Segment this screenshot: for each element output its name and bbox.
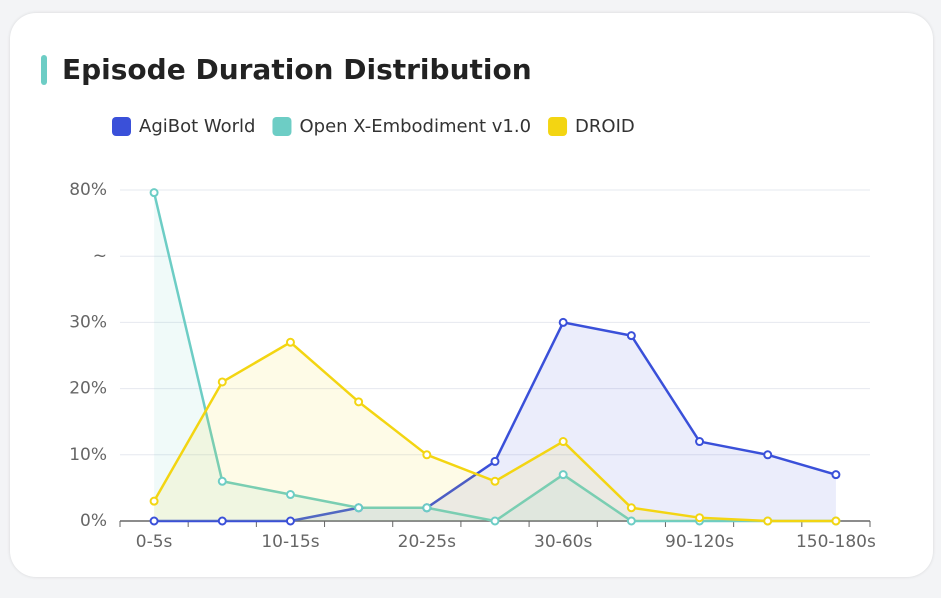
area xyxy=(154,192,836,521)
title-accent xyxy=(41,55,47,85)
point[interactable] xyxy=(354,503,364,513)
legend-swatch[interactable] xyxy=(112,117,131,136)
point[interactable] xyxy=(695,513,705,523)
point[interactable] xyxy=(217,516,227,526)
point[interactable] xyxy=(763,450,773,460)
point[interactable] xyxy=(558,470,568,480)
x-tick-label: 20-25s xyxy=(398,532,456,552)
point[interactable] xyxy=(217,377,227,387)
point[interactable] xyxy=(217,476,227,486)
legend-swatch[interactable] xyxy=(272,117,292,136)
point[interactable] xyxy=(285,516,295,526)
point[interactable] xyxy=(763,516,773,526)
x-tick-label: 90-120s xyxy=(665,532,734,552)
point[interactable] xyxy=(490,456,500,466)
point[interactable] xyxy=(831,470,841,480)
point[interactable] xyxy=(490,516,500,526)
point[interactable] xyxy=(422,503,432,513)
y-tick-label: 30% xyxy=(69,312,107,332)
area xyxy=(154,322,836,521)
y-tick-label: 0% xyxy=(80,511,107,531)
chart-title: Episode Duration Distribution xyxy=(62,53,532,86)
point[interactable] xyxy=(354,397,364,407)
point[interactable] xyxy=(626,331,636,341)
y-tick-label: 20% xyxy=(69,379,107,399)
point[interactable] xyxy=(626,516,636,526)
legend-swatch[interactable] xyxy=(548,117,568,136)
point[interactable] xyxy=(422,450,432,460)
point[interactable] xyxy=(831,516,841,526)
point[interactable] xyxy=(149,188,159,198)
point[interactable] xyxy=(149,496,159,506)
x-tick-label: 30-60s xyxy=(534,532,592,552)
point[interactable] xyxy=(626,503,636,513)
x-tick-label: 10-15s xyxy=(261,532,319,552)
point[interactable] xyxy=(695,437,705,447)
x-tick-label: 150-180s xyxy=(796,532,876,552)
point[interactable] xyxy=(558,317,568,327)
y-tick-label: 10% xyxy=(69,445,107,465)
y-tick-label: ~ xyxy=(93,246,107,266)
x-tick-label: 0-5s xyxy=(136,532,173,552)
point[interactable] xyxy=(490,476,500,486)
point[interactable] xyxy=(558,437,568,447)
y-tick-label: 80% xyxy=(69,180,107,200)
legend-label[interactable]: AgiBot World xyxy=(139,116,255,137)
legend-label[interactable]: Open X-Embodiment v1.0 xyxy=(299,116,531,137)
area xyxy=(154,342,836,521)
legend-label[interactable]: DROID xyxy=(575,116,635,137)
point[interactable] xyxy=(285,490,295,500)
point[interactable] xyxy=(149,516,159,526)
point[interactable] xyxy=(285,337,295,347)
